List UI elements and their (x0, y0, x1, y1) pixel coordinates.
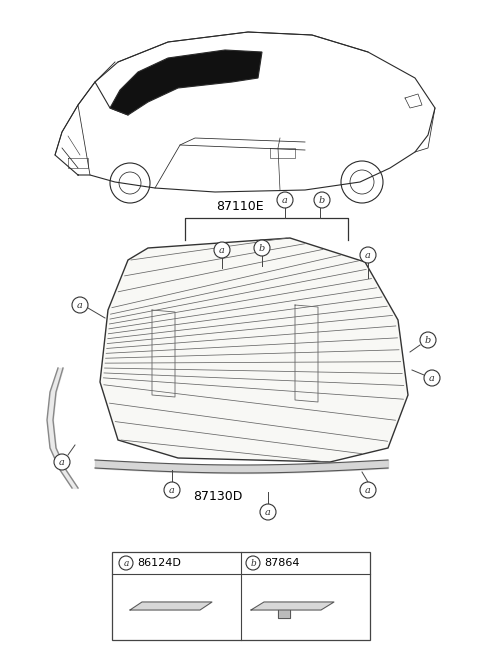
Text: a: a (59, 458, 65, 467)
Circle shape (214, 242, 230, 258)
Bar (112, 552, 370, 640)
Text: a: a (365, 251, 371, 260)
Text: b: b (259, 244, 265, 253)
Circle shape (360, 482, 376, 498)
Text: b: b (250, 559, 256, 568)
Text: a: a (123, 559, 129, 568)
Text: a: a (282, 196, 288, 205)
Text: 87130D: 87130D (193, 490, 243, 503)
Text: a: a (219, 246, 225, 255)
Circle shape (277, 192, 293, 208)
Circle shape (420, 332, 436, 348)
Text: a: a (169, 486, 175, 495)
Circle shape (424, 370, 440, 386)
Text: a: a (265, 508, 271, 517)
Circle shape (360, 247, 376, 263)
Text: b: b (319, 196, 325, 205)
Polygon shape (278, 610, 290, 618)
Circle shape (246, 556, 260, 570)
Text: 87864: 87864 (264, 558, 300, 568)
Polygon shape (130, 602, 212, 610)
Circle shape (54, 454, 70, 470)
Text: a: a (77, 301, 83, 310)
Circle shape (260, 504, 276, 520)
Polygon shape (100, 238, 408, 462)
Circle shape (72, 297, 88, 313)
Text: 86124D: 86124D (137, 558, 181, 568)
Text: 87110E: 87110E (216, 200, 264, 213)
Circle shape (254, 240, 270, 256)
Circle shape (164, 482, 180, 498)
Circle shape (314, 192, 330, 208)
Text: a: a (429, 374, 435, 383)
Circle shape (119, 556, 133, 570)
Polygon shape (251, 602, 334, 610)
Text: b: b (425, 336, 431, 345)
Polygon shape (110, 50, 262, 115)
Text: a: a (365, 486, 371, 495)
